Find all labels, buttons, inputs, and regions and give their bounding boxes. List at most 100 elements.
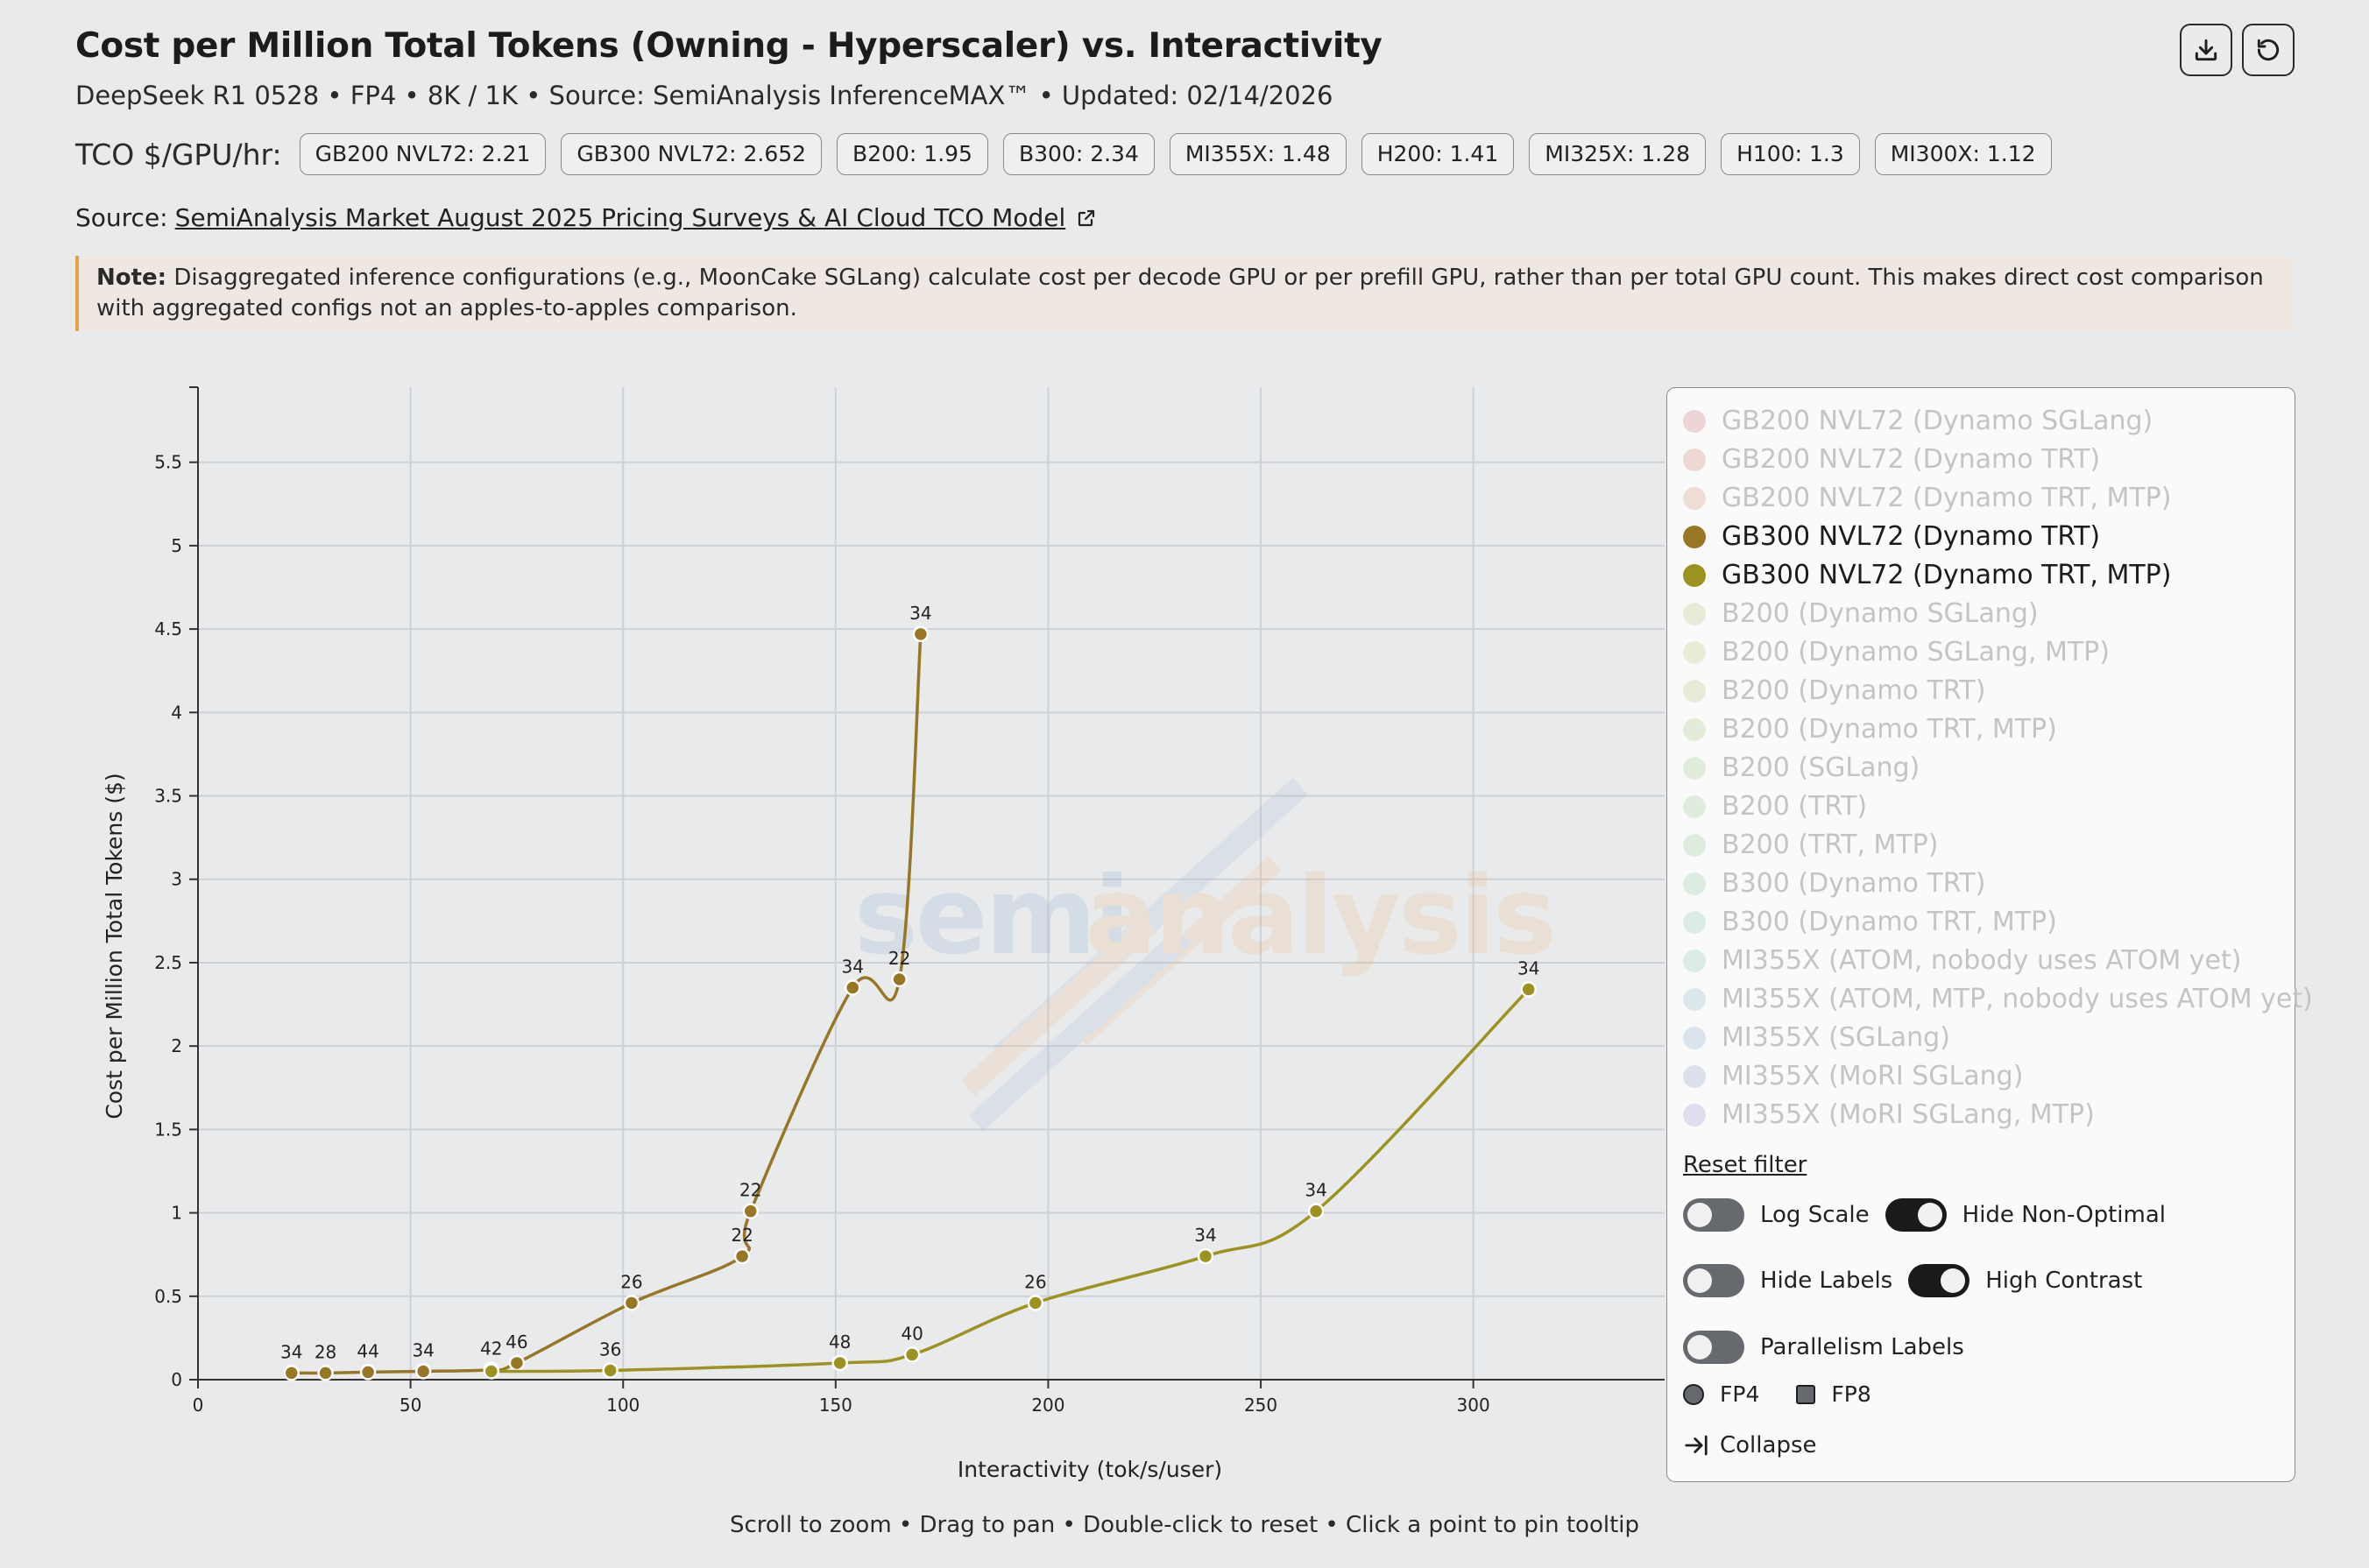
chart-axes: 0 50 100 150 200 250 300 0 0.5 1 1.5 2 2.5 3 3.5 4 4.5 5 5… bbox=[154, 386, 1665, 1416]
legend-item[interactable]: GB200 NVL72 (Dynamo TRT, MTP) bbox=[1683, 483, 2171, 513]
data-point[interactable] bbox=[844, 979, 861, 996]
x-tick-label: 0 bbox=[193, 1395, 204, 1416]
legend-item[interactable]: B300 (Dynamo TRT) bbox=[1683, 868, 1985, 899]
legend-item[interactable]: MI355X (ATOM, nobody uses ATOM yet) bbox=[1683, 945, 2241, 976]
legend-item[interactable]: GB200 NVL72 (Dynamo TRT) bbox=[1683, 444, 2100, 475]
external-link-icon[interactable] bbox=[1076, 208, 1097, 229]
collapse-button[interactable]: Collapse bbox=[1683, 1432, 1817, 1459]
data-point[interactable] bbox=[1197, 1247, 1214, 1265]
legend-label: B200 (TRT, MTP) bbox=[1722, 830, 1939, 860]
legend-item[interactable]: MI355X (ATOM, MTP, nobody uses ATOM yet) bbox=[1683, 984, 2313, 1014]
legend-item[interactable]: MI355X (SGLang) bbox=[1683, 1022, 1950, 1053]
legend-color-dot bbox=[1683, 872, 1706, 895]
parallelism-labels-toggle[interactable] bbox=[1683, 1331, 1744, 1364]
download-button[interactable] bbox=[2180, 24, 2232, 76]
legend-item[interactable]: B200 (Dynamo TRT, MTP) bbox=[1683, 714, 2057, 745]
reset-view-button[interactable] bbox=[2242, 24, 2295, 76]
legend-color-dot bbox=[1683, 409, 1706, 433]
watermark-text-semi: semi bbox=[854, 854, 1128, 978]
data-point[interactable] bbox=[891, 971, 908, 988]
watermark-bar bbox=[1073, 856, 1282, 1047]
data-label: 34 bbox=[412, 1339, 434, 1360]
legend-color-dot bbox=[1683, 640, 1706, 664]
disaggregation-note: Note: Disaggregated inference configurat… bbox=[75, 256, 2295, 331]
legend-item[interactable]: GB300 NVL72 (Dynamo TRT) bbox=[1683, 521, 2100, 552]
data-point[interactable] bbox=[1307, 1203, 1325, 1219]
data-point[interactable] bbox=[317, 1365, 334, 1381]
reset-icon bbox=[2257, 39, 2280, 61]
legend-item[interactable]: B200 (TRT) bbox=[1683, 791, 1867, 822]
legend-item[interactable]: B200 (Dynamo SGLang, MTP) bbox=[1683, 637, 2110, 667]
data-point[interactable] bbox=[623, 1295, 640, 1311]
data-point[interactable] bbox=[903, 1346, 921, 1363]
legend-item[interactable]: B200 (Dynamo SGLang) bbox=[1683, 598, 2039, 629]
log-scale-label: Log Scale bbox=[1760, 1202, 1870, 1228]
high-contrast-toggle[interactable] bbox=[1908, 1264, 1970, 1297]
legend-color-dot bbox=[1683, 949, 1706, 972]
legend-item[interactable]: B200 (SGLang) bbox=[1683, 752, 1920, 783]
x-tick-label: 300 bbox=[1457, 1395, 1490, 1416]
source-link[interactable]: SemiAnalysis Market August 2025 Pricing … bbox=[174, 203, 1066, 232]
hide-labels-toggle[interactable] bbox=[1683, 1264, 1744, 1297]
data-label: 22 bbox=[888, 948, 910, 969]
hide-non-optimal-toggle[interactable] bbox=[1885, 1198, 1947, 1232]
toggle-knob bbox=[1687, 1335, 1712, 1360]
legend-color-dot bbox=[1683, 1026, 1706, 1049]
legend-color-dot bbox=[1683, 910, 1706, 934]
legend-color-dot bbox=[1683, 795, 1706, 818]
download-icon bbox=[2195, 39, 2217, 61]
legend-label: GB300 NVL72 (Dynamo TRT, MTP) bbox=[1722, 560, 2172, 590]
legend-item[interactable]: GB200 NVL72 (Dynamo SGLang) bbox=[1683, 406, 2153, 436]
legend-item[interactable]: B200 (TRT, MTP) bbox=[1683, 830, 1938, 860]
data-point[interactable] bbox=[1027, 1295, 1044, 1311]
legend-label: MI355X (ATOM, nobody uses ATOM yet) bbox=[1722, 945, 2242, 976]
data-point[interactable] bbox=[359, 1364, 377, 1381]
data-label: 28 bbox=[315, 1341, 336, 1362]
data-label: 44 bbox=[357, 1340, 378, 1361]
data-label: 36 bbox=[599, 1339, 621, 1360]
fp4-label: FP4 bbox=[1720, 1381, 1760, 1407]
legend-item[interactable]: MI355X (MoRI SGLang) bbox=[1683, 1061, 2023, 1091]
legend-panel: GB200 NVL72 (Dynamo SGLang) GB200 NVL72 (… bbox=[1666, 387, 2313, 1482]
chart-grid bbox=[198, 387, 1665, 1380]
legend-item[interactable]: MI355X (MoRI SGLang, MTP) bbox=[1683, 1099, 2095, 1130]
data-point[interactable] bbox=[508, 1354, 526, 1372]
tco-pill: MI325X: 1.28 bbox=[1529, 133, 1707, 175]
x-tick-label: 250 bbox=[1244, 1395, 1277, 1416]
legend-color-dot bbox=[1683, 486, 1706, 510]
y-tick-label: 1.5 bbox=[154, 1119, 182, 1140]
data-point[interactable] bbox=[1520, 981, 1537, 998]
legend-item[interactable]: B300 (Dynamo TRT, MTP) bbox=[1683, 907, 2057, 937]
data-label: 22 bbox=[731, 1225, 753, 1246]
data-point[interactable] bbox=[602, 1362, 619, 1379]
data-point[interactable] bbox=[742, 1203, 760, 1219]
data-point[interactable] bbox=[483, 1363, 500, 1380]
data-point[interactable] bbox=[912, 625, 930, 643]
toggle-knob bbox=[1941, 1268, 1966, 1293]
legend-label: MI355X (SGLang) bbox=[1722, 1022, 1950, 1053]
data-label: 46 bbox=[506, 1331, 527, 1353]
collapse-arrow-icon bbox=[1685, 1435, 1708, 1456]
data-point[interactable] bbox=[414, 1363, 432, 1380]
legend-label: MI355X (MoRI SGLang) bbox=[1722, 1061, 2024, 1091]
legend-item[interactable]: GB300 NVL72 (Dynamo TRT, MTP) bbox=[1683, 560, 2171, 590]
data-label: 34 bbox=[1194, 1225, 1216, 1246]
legend-label: MI355X (MoRI SGLang, MTP) bbox=[1722, 1099, 2095, 1130]
data-point[interactable] bbox=[733, 1247, 751, 1265]
legend-label: B200 (Dynamo SGLang, MTP) bbox=[1722, 637, 2110, 667]
toggle-knob bbox=[1917, 1203, 1942, 1227]
data-point[interactable] bbox=[283, 1365, 300, 1381]
reset-filter-link[interactable]: Reset filter bbox=[1683, 1152, 1807, 1178]
log-scale-toggle[interactable] bbox=[1683, 1198, 1744, 1232]
legend-label: B300 (Dynamo TRT) bbox=[1722, 868, 1986, 899]
legend-label: GB300 NVL72 (Dynamo TRT) bbox=[1722, 521, 2101, 552]
x-tick-label: 200 bbox=[1031, 1395, 1064, 1416]
legend-label: B200 (TRT) bbox=[1722, 791, 1868, 822]
toggle-knob bbox=[1687, 1203, 1712, 1227]
source-row: Source: SemiAnalysis Market August 2025 … bbox=[75, 203, 1097, 232]
tco-pill: GB200 NVL72: 2.21 bbox=[299, 133, 547, 175]
legend-item[interactable]: B200 (Dynamo TRT) bbox=[1683, 675, 1985, 706]
chart-canvas[interactable]: semi analysis 0 50 100 150 200 250 300 0 0.5 1 1.5… bbox=[0, 368, 1665, 1498]
data-point[interactable] bbox=[831, 1354, 848, 1372]
tco-pills: GB200 NVL72: 2.21 GB300 NVL72: 2.652 B20… bbox=[299, 133, 2052, 175]
